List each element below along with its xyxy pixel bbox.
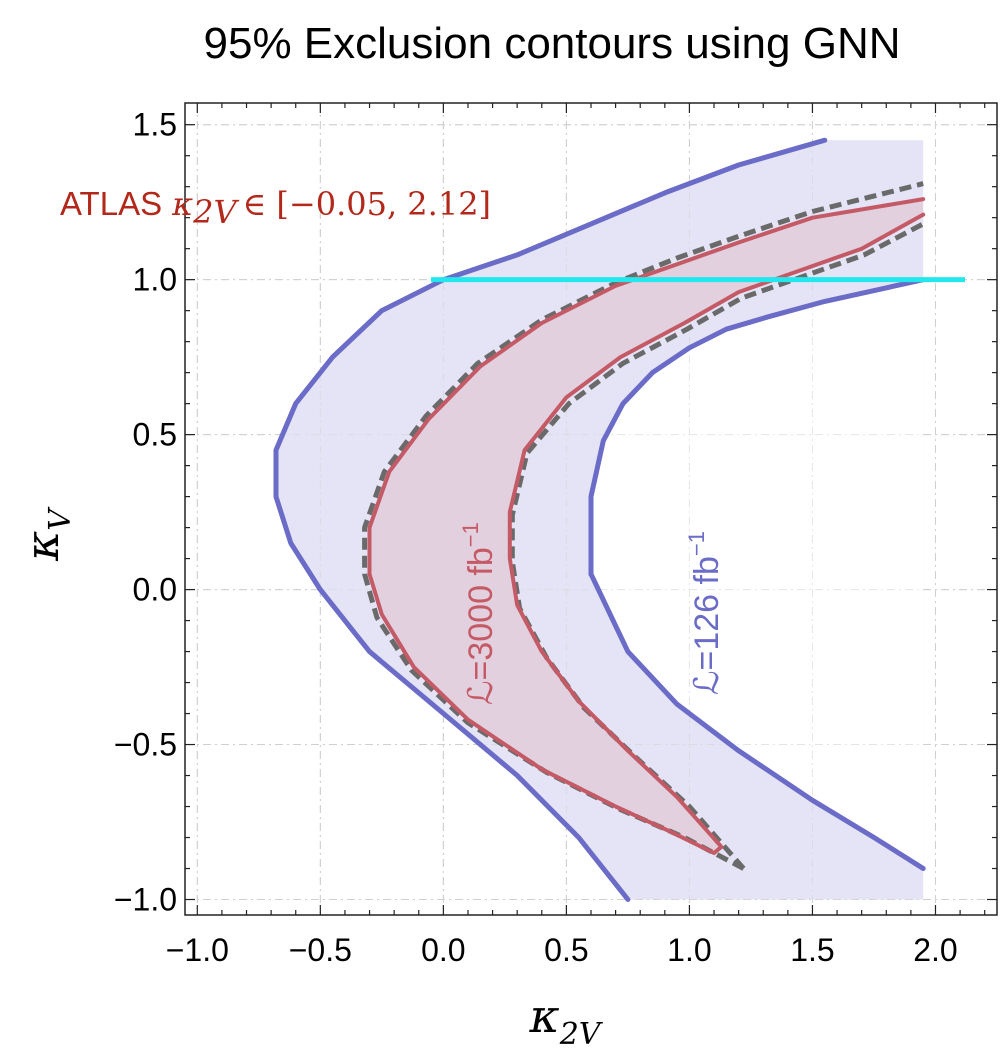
x-tick-label: 1.0 [667, 932, 711, 968]
lumi-126-inner-upper-line [588, 277, 926, 577]
lumi-3000-tip-line [712, 845, 723, 855]
atlas-annotation: ATLAS κ2V ∈ [−0.05, 2.12] [60, 185, 491, 231]
y-axis-label: κV [15, 506, 78, 562]
y-tick-label: 0.0 [133, 572, 177, 608]
atlas-prefix: ATLAS [60, 185, 162, 222]
lumi-3000-outer-line [367, 197, 926, 855]
lumi-3000-sup: −1 [458, 522, 483, 547]
lumi-126-text: ℒ=126 fb [688, 556, 726, 695]
x-axis-label-sub: 2V [559, 1017, 604, 1052]
atlas-symbol-sub: 2V [192, 193, 239, 231]
y-tick-label: −1.0 [114, 882, 177, 918]
tick-labels: −1.0 −0.5 0.0 0.5 1.0 1.5 2.0 −1.0 −0.5 0.0 0.5 1.0… [114, 107, 958, 968]
y-axis-label-sub: V [43, 506, 78, 531]
lumi-126-label: ℒ=126 fb−1 [684, 531, 726, 695]
y-axis-label-main: κ [15, 531, 69, 562]
atlas-symbol: κ [171, 185, 193, 223]
x-tick-label: −0.5 [289, 932, 352, 968]
lumi-3000-label: ℒ=3000 fb−1 [458, 522, 500, 705]
lumi-126-inner-clear [591, 279, 924, 869]
axis-ticks [185, 103, 997, 915]
y-tick-label: −0.5 [114, 727, 177, 763]
lumi-126-outer-line [273, 137, 828, 902]
lumi-126-sup: −1 [684, 531, 709, 556]
lumi-3000-band-fill [369, 199, 924, 854]
x-tick-label: 2.0 [913, 932, 957, 968]
lumi-3000-text: ℒ=3000 fb [462, 547, 500, 705]
y-tick-label: 1.0 [133, 262, 177, 298]
y-tick-label: 1.5 [133, 107, 177, 143]
contour-lines [273, 137, 966, 902]
atlas-interval: ∈ [−0.05, 2.12] [243, 185, 491, 223]
x-tick-label: 0.5 [544, 932, 588, 968]
x-axis-label: κ2V [529, 989, 604, 1052]
lumi-126-inner-lower-line [588, 571, 926, 871]
chart-title: 95% Exclusion contours using GNN [204, 19, 901, 68]
contour-fills [185, 103, 997, 915]
x-tick-label: −1.0 [166, 932, 229, 968]
y-tick-label: 0.5 [133, 417, 177, 453]
x-tick-label: 0.0 [421, 932, 465, 968]
x-tick-label: 1.5 [790, 932, 834, 968]
x-axis-label-main: κ [529, 989, 560, 1043]
